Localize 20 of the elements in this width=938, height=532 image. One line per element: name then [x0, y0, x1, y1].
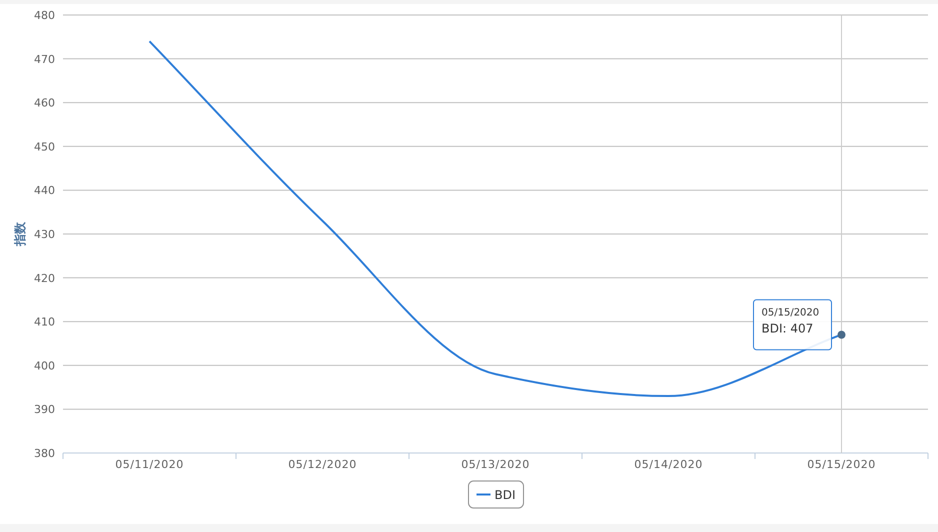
- y-tick-label: 470: [34, 52, 55, 66]
- y-tick-label: 390: [34, 403, 55, 416]
- y-tick-label: 410: [34, 316, 55, 329]
- annotation: 05/15/2020 BDI: 407: [762, 308, 820, 336]
- y-tick-label: 430: [34, 228, 55, 241]
- x-tick-label: 05/12/2020: [288, 458, 357, 471]
- x-tick-label: 05/14/2020: [634, 458, 703, 471]
- x-tick-label: 05/13/2020: [461, 458, 530, 471]
- y-tick-label: 440: [34, 184, 55, 198]
- y-tick-label: 460: [34, 96, 55, 110]
- y-tick-label: 380: [34, 447, 55, 460]
- legend: BDI: [468, 480, 524, 508]
- legend-label: BDI: [494, 488, 516, 502]
- y-tick-label: 400: [34, 359, 55, 372]
- y-tick-label: 420: [34, 272, 55, 285]
- x-tick-label: 05/11/2020: [115, 458, 184, 471]
- y-axis-title: 指数: [13, 221, 27, 247]
- y-tick-label: 480: [34, 9, 55, 22]
- x-tick-label: 05/15/2020: [807, 458, 876, 471]
- y-tick-label: 450: [34, 140, 55, 154]
